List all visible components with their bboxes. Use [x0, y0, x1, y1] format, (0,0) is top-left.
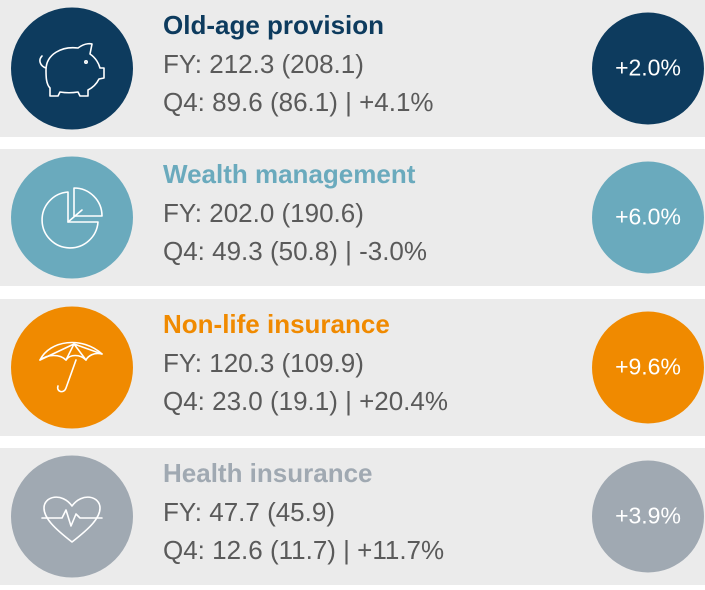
q4-line: Q4: 89.6 (86.1) | +4.1% — [163, 87, 434, 117]
q4-line: Q4: 49.3 (50.8) | -3.0% — [163, 236, 427, 266]
change-label: +6.0% — [615, 204, 681, 230]
change-circle — [592, 311, 704, 424]
change-circle — [592, 161, 704, 274]
fy-line: FY: 212.3 (208.1) — [163, 49, 364, 79]
change-label: +2.0% — [615, 55, 681, 81]
fy-line: FY: 120.3 (109.9) — [163, 348, 364, 378]
q4-line: Q4: 23.0 (19.1) | +20.4% — [163, 386, 448, 416]
segment-title: Health insurance — [163, 458, 373, 488]
segment-icon-circle — [11, 7, 133, 130]
change-label: +3.9% — [615, 503, 681, 529]
segment-title: Non-life insurance — [163, 309, 390, 339]
segment-icon-circle — [11, 455, 133, 578]
segment-title: Old-age provision — [163, 10, 384, 40]
q4-line: Q4: 12.6 (11.7) | +11.7% — [163, 535, 444, 565]
piggy-bank-icon — [39, 42, 105, 97]
heart-icon — [41, 496, 103, 543]
change-circle — [592, 460, 704, 573]
segment-icon-circle — [11, 156, 133, 279]
change-circle — [592, 12, 704, 125]
fy-line: FY: 202.0 (190.6) — [163, 198, 364, 228]
segment-title: Wealth management — [163, 159, 416, 189]
pie-chart-icon — [41, 187, 103, 249]
icons — [39, 42, 105, 543]
fy-line: FY: 47.7 (45.9) — [163, 497, 335, 527]
segment-icon-circle — [11, 306, 133, 429]
change-label: +9.6% — [615, 354, 681, 380]
umbrella-icon — [39, 341, 103, 393]
